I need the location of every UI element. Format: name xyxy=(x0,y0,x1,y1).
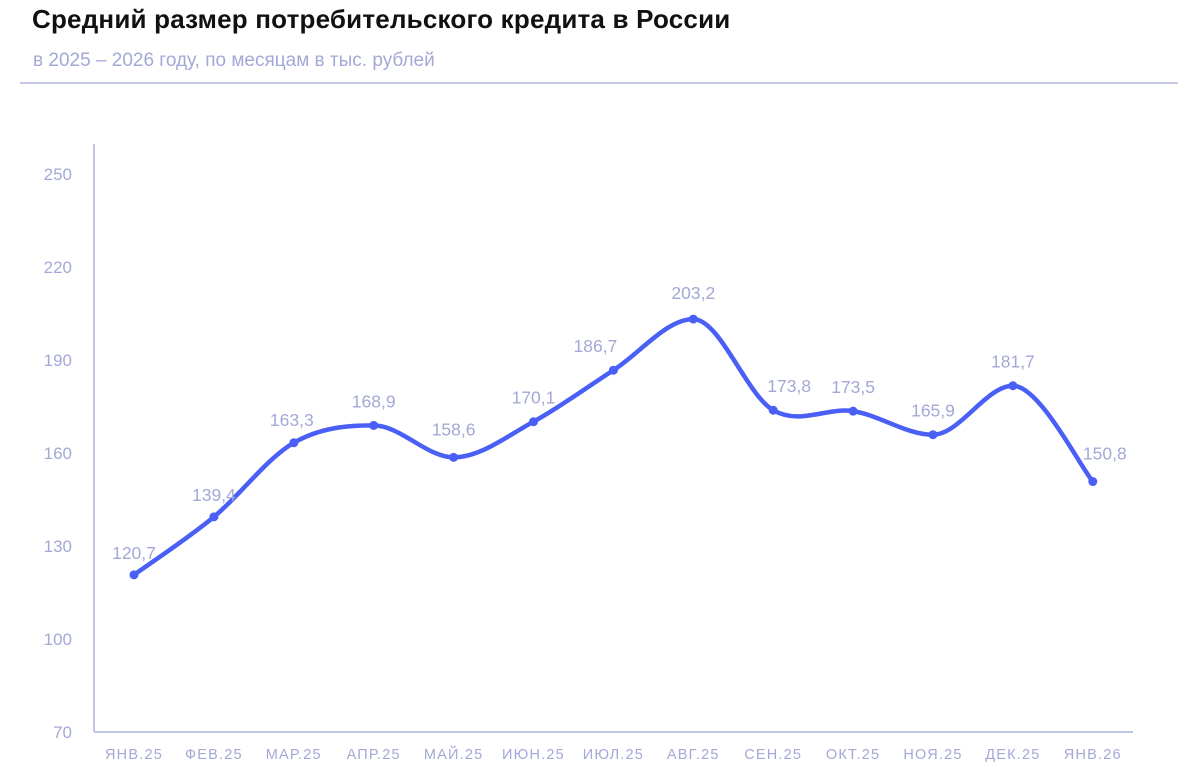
y-tick-label: 220 xyxy=(44,258,72,277)
data-label: 168,9 xyxy=(352,391,396,411)
header-divider xyxy=(20,82,1178,84)
data-label: 139,4 xyxy=(192,485,236,505)
x-tick-label: ДЕК.25 xyxy=(985,747,1040,763)
data-point xyxy=(289,438,299,448)
data-point xyxy=(608,365,618,375)
series-line xyxy=(131,316,1096,578)
x-tick-label: АВГ.25 xyxy=(667,747,720,763)
x-tick-label: ИЮЛ.25 xyxy=(583,747,644,763)
data-point xyxy=(129,570,139,580)
x-axis: ЯНВ.25 ФЕВ.25 МАР.25 АПР.25 МАЙ.25 ИЮН.25 ИЮЛ.… xyxy=(94,731,1133,763)
chart-subtitle: в 2025 – 2026 году, по месяцам в тыс. ру… xyxy=(33,50,435,71)
data-label: 150,8 xyxy=(1083,444,1127,464)
data-label: 203,2 xyxy=(671,283,715,303)
x-tick-label: ЯНВ.26 xyxy=(1064,747,1122,763)
data-point xyxy=(449,452,459,462)
y-tick-label: 130 xyxy=(44,537,72,556)
x-tick-label: ИЮН.25 xyxy=(502,747,565,763)
data-labels: 120,7 139,4 163,3 168,9 158,6 170,1 186,7 203,2… xyxy=(112,283,1127,563)
data-point xyxy=(768,405,778,415)
data-point xyxy=(529,417,538,427)
x-tick-label: МАЙ.25 xyxy=(424,745,484,763)
y-axis: 70 100 130 160 190 220 250 xyxy=(44,144,95,742)
data-point xyxy=(1088,477,1098,487)
x-tick-label: АПР.25 xyxy=(347,747,401,763)
data-label: 158,6 xyxy=(432,419,476,439)
data-points xyxy=(129,314,1098,580)
data-point xyxy=(688,314,698,324)
x-tick-label: ЯНВ.25 xyxy=(105,747,163,763)
data-label: 165,9 xyxy=(911,401,955,421)
x-tick-label: ФЕВ.25 xyxy=(185,747,243,763)
data-point xyxy=(848,406,858,416)
x-tick-label: ОКТ.25 xyxy=(826,747,880,763)
data-point xyxy=(369,420,379,430)
chart-title: Средний размер потребительского кредита … xyxy=(32,4,731,34)
data-label: 181,7 xyxy=(991,352,1035,372)
data-label: 163,3 xyxy=(270,410,314,430)
data-label: 120,7 xyxy=(112,543,156,563)
data-label: 173,8 xyxy=(767,376,811,396)
y-tick-label: 160 xyxy=(44,444,72,463)
x-tick-label: МАР.25 xyxy=(266,747,322,763)
data-label: 170,1 xyxy=(512,388,556,408)
y-tick-label: 70 xyxy=(53,723,72,742)
y-tick-label: 250 xyxy=(44,165,72,184)
data-point xyxy=(209,512,219,522)
data-point xyxy=(928,430,938,440)
x-tick-label: НОЯ.25 xyxy=(903,747,962,763)
y-tick-label: 190 xyxy=(44,351,72,370)
y-tick-label: 100 xyxy=(44,630,72,649)
data-point xyxy=(1008,381,1018,391)
x-tick-label: СЕН.25 xyxy=(744,747,802,763)
data-label: 186,7 xyxy=(574,336,618,356)
data-label: 173,5 xyxy=(831,377,875,397)
